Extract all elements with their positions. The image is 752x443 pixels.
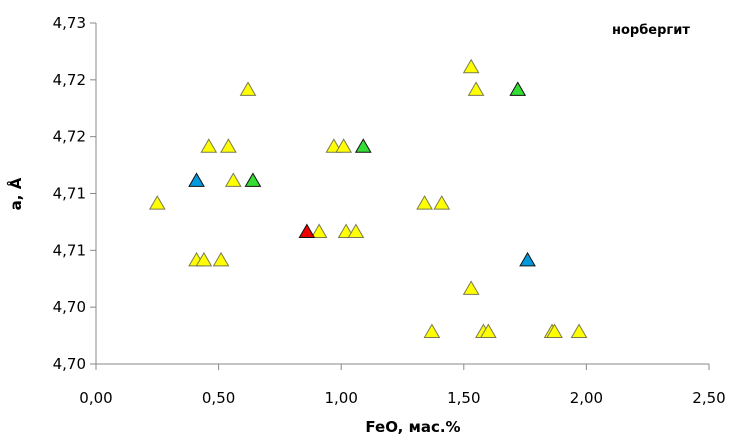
data-point-red [298, 223, 316, 239]
x-tick-label: 2,50 [692, 389, 725, 407]
data-point-yellow [416, 195, 433, 210]
y-tick-label: 4,71 [53, 185, 86, 203]
data-point-green [509, 81, 527, 96]
y-axis-title: a, Å [6, 177, 25, 210]
data-point-yellow [310, 223, 328, 239]
data-point-yellow [347, 223, 365, 239]
y-tick-label: 4,70 [53, 355, 86, 373]
data-point-yellow [462, 58, 480, 74]
data-point-yellow [200, 138, 218, 153]
data-point-yellow [335, 138, 353, 153]
data-point-yellow [224, 172, 242, 187]
y-tick-label: 4,72 [53, 71, 86, 89]
chart-annotation: норбергит [612, 23, 690, 38]
data-point-yellow [570, 323, 588, 339]
x-tick-label: 1,00 [324, 389, 357, 407]
x-axis-title: FeO, мас.% [365, 418, 460, 436]
y-ticks: 4,70 4,70 4,71 4,71 4,72 4,72 4,73 [53, 14, 96, 373]
data-point-green [354, 138, 372, 153]
y-tick-label: 4,71 [53, 241, 86, 259]
data-point-yellow [467, 81, 485, 96]
data-point-yellow [433, 195, 451, 210]
data-point-yellow [148, 195, 166, 210]
data-point-green [244, 172, 262, 187]
axes [95, 23, 709, 365]
y-tick-label: 4,70 [53, 298, 86, 316]
data-point-yellow [220, 138, 237, 153]
data-point-yellow [479, 323, 497, 339]
data-point-yellow [546, 323, 563, 339]
x-ticks: 0,00 0,50 1,00 1,50 2,00 2,50 [79, 364, 726, 407]
data-point-yellow [195, 251, 213, 267]
x-tick-label: 0,50 [202, 389, 235, 407]
data-point-blue [519, 251, 536, 267]
data-point-blue [188, 172, 205, 187]
x-tick-label: 0,00 [79, 389, 112, 407]
y-tick-label: 4,72 [53, 128, 86, 146]
data-point-yellow [462, 280, 480, 295]
data-point-yellow [239, 81, 257, 96]
data-point-yellow [423, 323, 441, 339]
data-point-yellow [212, 251, 230, 267]
data-points [148, 58, 588, 339]
x-tick-label: 2,00 [570, 389, 603, 407]
x-tick-label: 1,50 [447, 389, 480, 407]
y-tick-label: 4,73 [53, 14, 86, 32]
